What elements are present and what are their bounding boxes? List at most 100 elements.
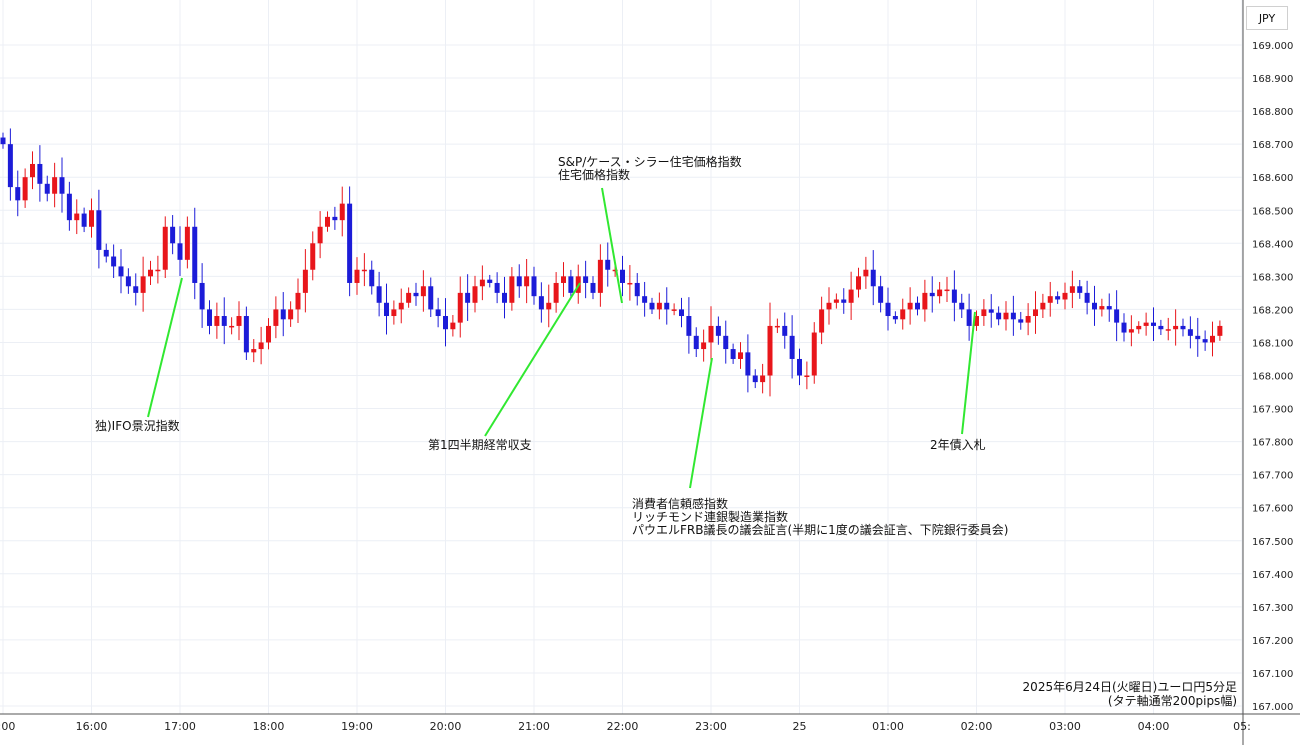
candle-body <box>273 309 279 326</box>
candle-body <box>155 269 161 272</box>
candle <box>848 271 854 320</box>
candle-body <box>1121 322 1127 333</box>
candle <box>74 199 80 235</box>
candle <box>516 264 522 298</box>
candle <box>295 278 301 323</box>
candle-body <box>118 266 124 277</box>
candle <box>1003 301 1009 331</box>
candle <box>1151 307 1156 341</box>
candle-body <box>774 325 780 328</box>
x-tick-label: 19:00 <box>341 720 373 733</box>
candle <box>1077 279 1083 299</box>
candle <box>229 317 235 335</box>
candle-body <box>74 213 80 221</box>
candle <box>767 302 773 397</box>
candle-body <box>782 325 788 336</box>
x-tick-label: 18:00 <box>253 720 285 733</box>
candle-body <box>111 256 117 267</box>
candle <box>420 270 426 312</box>
candle <box>347 186 353 297</box>
candle <box>870 250 876 306</box>
candle-body <box>863 269 869 277</box>
candle <box>22 168 28 208</box>
candle-body <box>885 302 891 317</box>
candle-body <box>332 216 338 221</box>
candle-body <box>531 276 537 297</box>
candle <box>951 270 957 322</box>
candle <box>221 297 227 345</box>
candle <box>118 249 124 294</box>
candle-body <box>752 375 758 383</box>
candle <box>833 293 839 309</box>
candle <box>944 276 950 302</box>
candle <box>59 157 65 213</box>
candle <box>590 276 596 300</box>
candle-body <box>1158 325 1164 330</box>
candle-body <box>1025 316 1031 323</box>
candle-body <box>347 203 353 283</box>
candle-body <box>634 282 640 297</box>
candle-body <box>221 316 227 326</box>
candle-body <box>1195 335 1201 340</box>
candle <box>428 277 434 318</box>
candle-body <box>30 163 35 178</box>
y-tick-label: 168.800 <box>1252 107 1293 118</box>
candle-body <box>96 210 102 250</box>
candle <box>1084 280 1090 315</box>
candle <box>1165 317 1171 341</box>
candle <box>797 348 802 386</box>
candle-body <box>7 144 13 188</box>
candle <box>1136 321 1142 334</box>
annotation-leader-line <box>147 277 183 418</box>
candle-body <box>1018 319 1024 323</box>
candle <box>583 260 589 299</box>
candle <box>1121 313 1127 342</box>
annotation-label: 独)IFO景況指数 <box>95 418 180 433</box>
candle <box>561 262 566 297</box>
candle-body <box>516 276 522 287</box>
x-tick-label: 5:00 <box>0 720 15 733</box>
candle <box>715 316 721 345</box>
candle-body <box>81 213 87 227</box>
candle <box>155 255 161 284</box>
candle-body <box>398 302 404 310</box>
candle <box>258 326 264 365</box>
candle-body <box>892 316 898 320</box>
candle-body <box>1217 325 1223 336</box>
candle-body <box>760 375 766 383</box>
candle <box>133 273 139 306</box>
candle <box>15 170 21 217</box>
candle <box>243 306 249 360</box>
candle <box>457 276 463 338</box>
y-tick-label: 167.600 <box>1252 504 1293 515</box>
candle <box>199 263 205 328</box>
currency-label[interactable]: JPY <box>1246 6 1288 30</box>
annotation-label: 消費者信頼感指数 <box>632 496 728 511</box>
candle <box>207 300 212 335</box>
candle-body <box>679 309 684 317</box>
candle-body <box>1106 306 1112 310</box>
candle <box>679 297 684 328</box>
x-tick-label: 05: <box>1233 720 1251 733</box>
y-tick-label: 168.500 <box>1252 206 1293 217</box>
candle-body <box>1040 302 1046 310</box>
candle <box>656 292 662 320</box>
annotation-leader-line <box>601 187 623 304</box>
candle-body <box>878 286 884 303</box>
y-tick-label: 168.200 <box>1252 305 1293 316</box>
candle <box>597 244 603 307</box>
candle-body <box>819 309 825 333</box>
candle <box>1202 330 1208 351</box>
x-tick-label: 04:00 <box>1138 720 1170 733</box>
candle <box>37 145 43 202</box>
candle-body <box>826 302 832 310</box>
candle <box>1210 321 1215 357</box>
candle <box>1195 317 1201 357</box>
candle-body <box>974 316 979 326</box>
candle <box>1217 320 1223 341</box>
candle-body <box>420 286 426 297</box>
candle <box>1092 285 1097 326</box>
candle <box>885 287 891 331</box>
candle <box>789 315 795 379</box>
candle-body <box>59 177 65 194</box>
